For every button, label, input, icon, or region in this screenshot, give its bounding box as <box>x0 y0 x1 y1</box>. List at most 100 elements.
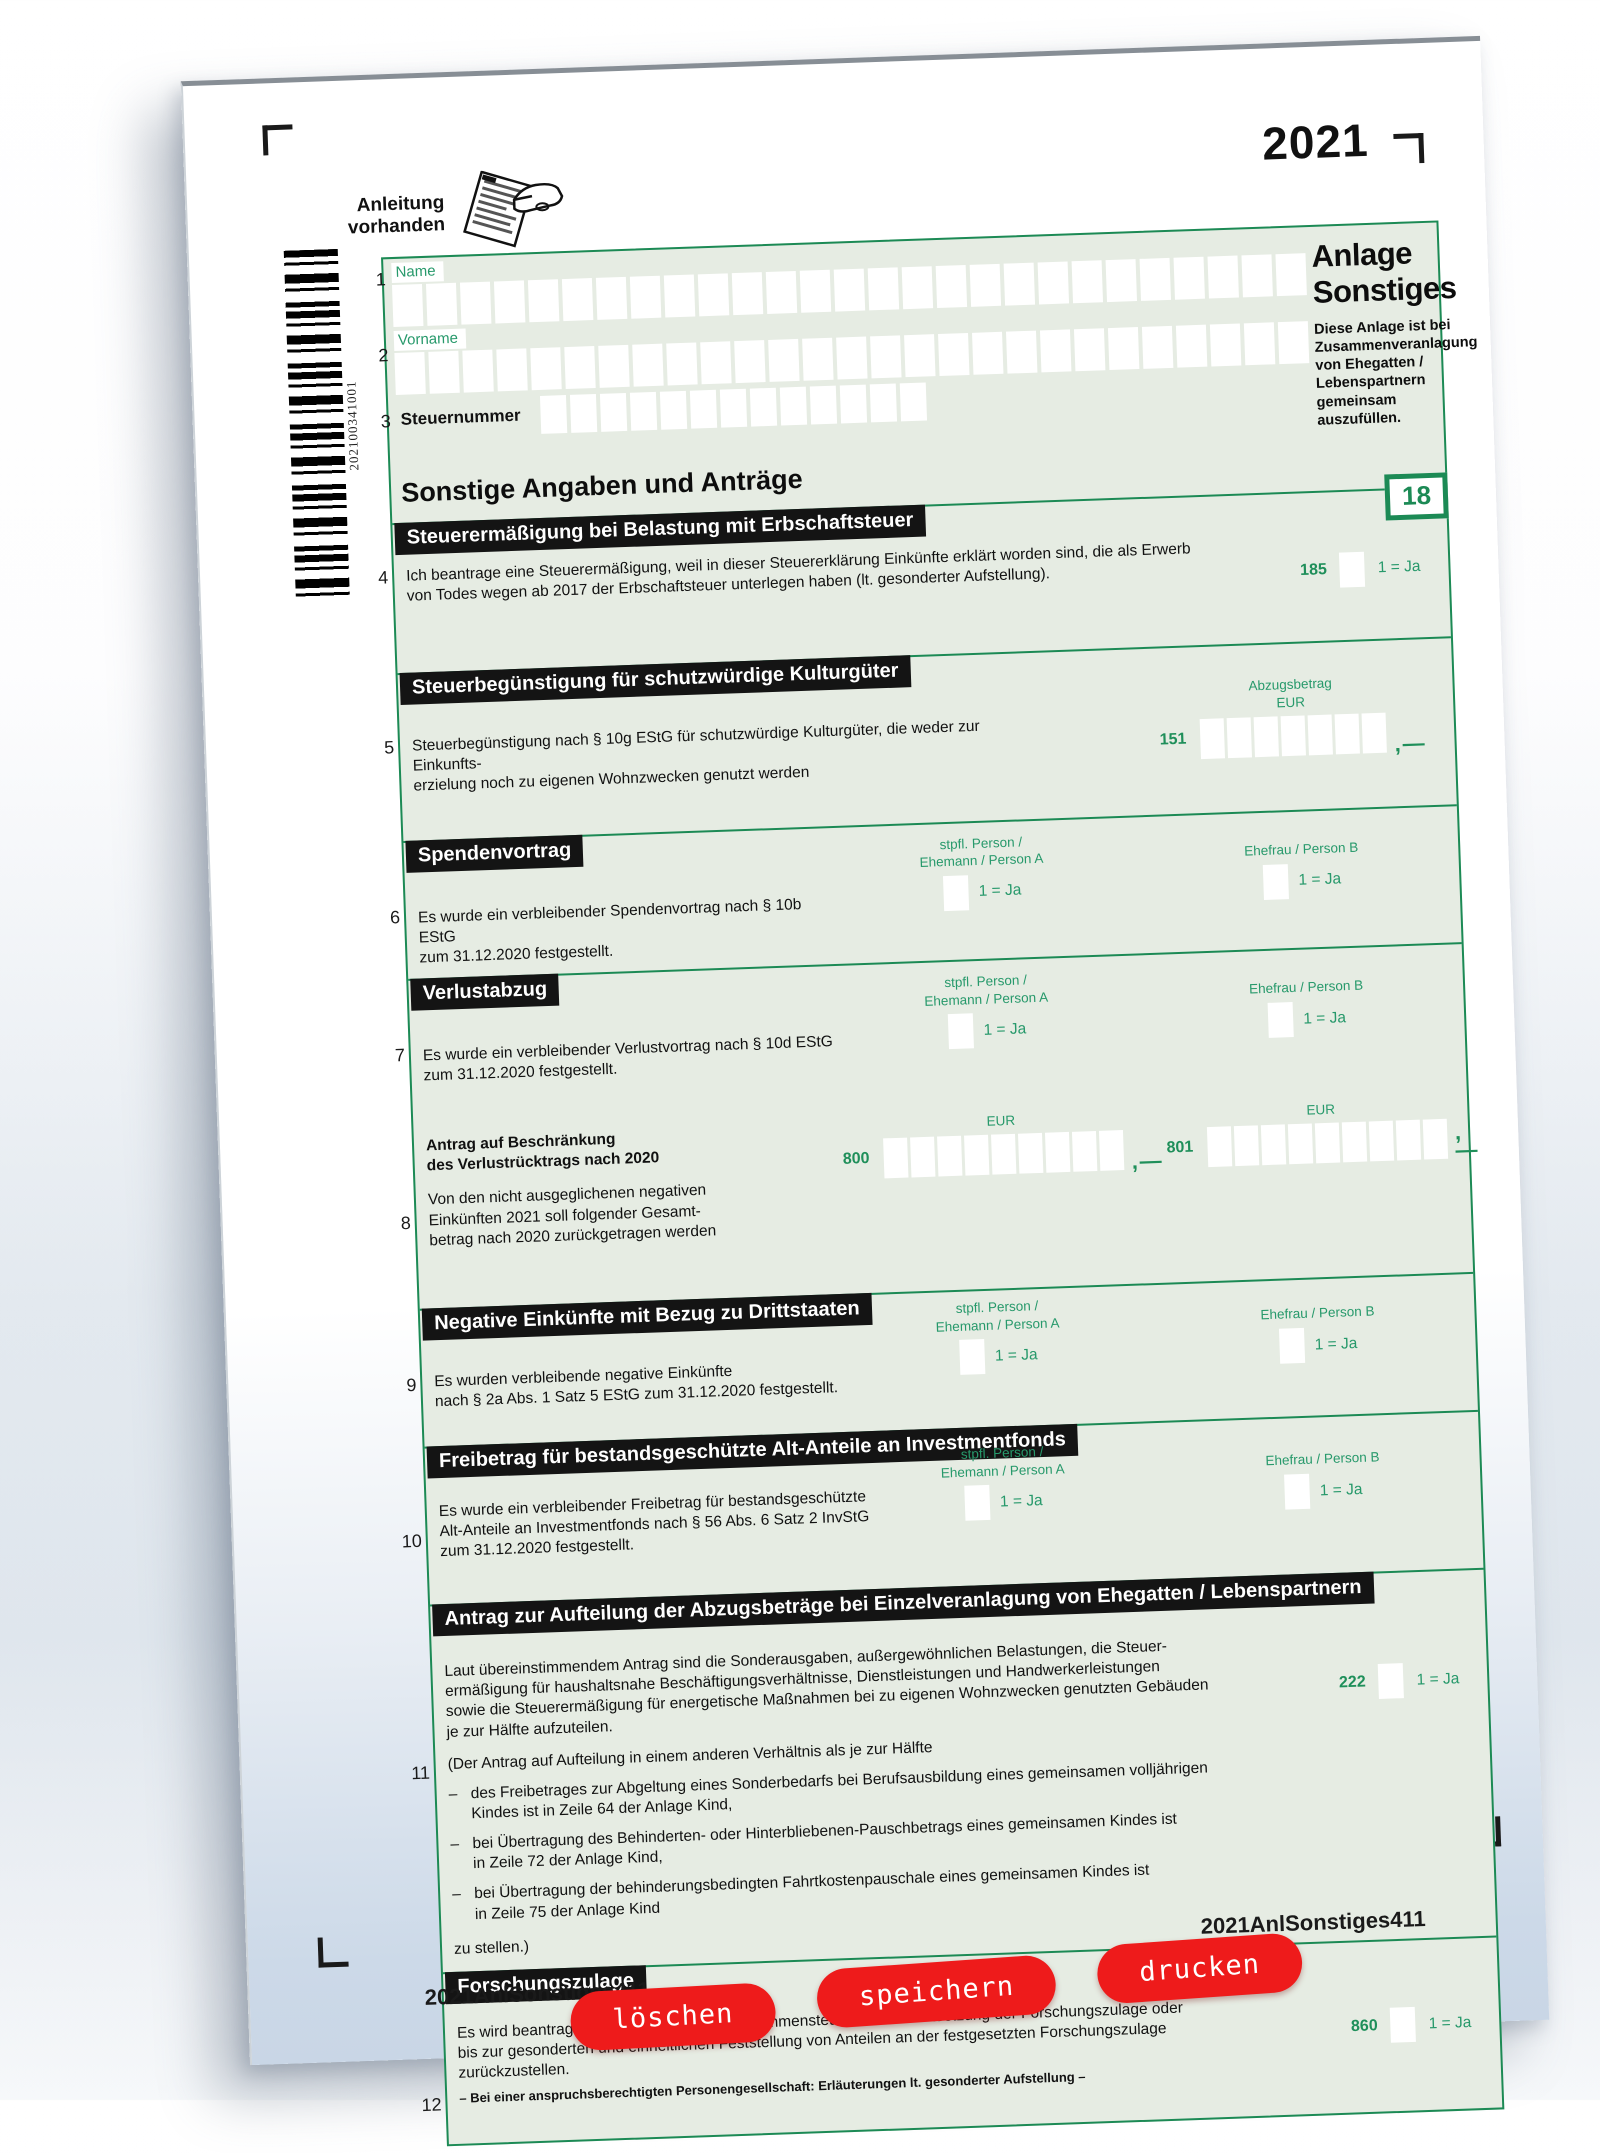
char-box[interactable] <box>1314 1122 1340 1164</box>
amount-input-boxes-151[interactable] <box>1199 712 1387 760</box>
checkbox-person-b[interactable] <box>1279 1328 1306 1364</box>
char-box[interactable] <box>1003 262 1036 306</box>
char-box[interactable] <box>1173 256 1205 300</box>
char-box[interactable] <box>1307 714 1334 756</box>
char-box[interactable] <box>802 337 834 381</box>
char-box[interactable] <box>901 266 934 310</box>
delete-button[interactable]: löschen <box>569 1981 777 2052</box>
char-box[interactable] <box>1361 712 1387 754</box>
char-box[interactable] <box>425 282 458 326</box>
char-box[interactable] <box>765 270 798 314</box>
char-box[interactable] <box>1071 1131 1098 1173</box>
char-box[interactable] <box>969 263 1002 307</box>
char-box[interactable] <box>1209 323 1242 367</box>
char-box[interactable] <box>561 278 594 322</box>
char-box[interactable] <box>839 384 868 424</box>
char-box[interactable] <box>697 273 730 317</box>
char-box[interactable] <box>462 349 494 393</box>
char-box[interactable] <box>1260 1124 1286 1166</box>
char-box[interactable] <box>1275 253 1307 297</box>
char-box[interactable] <box>1044 1132 1071 1174</box>
char-box[interactable] <box>1071 260 1104 304</box>
char-box[interactable] <box>1395 1120 1421 1161</box>
char-box[interactable] <box>1422 1119 1448 1160</box>
char-box[interactable] <box>833 268 866 312</box>
char-box[interactable] <box>663 274 696 318</box>
char-box[interactable] <box>539 395 568 434</box>
char-box[interactable] <box>1139 257 1171 301</box>
char-box[interactable] <box>1233 1125 1259 1167</box>
char-box[interactable] <box>1241 254 1273 298</box>
char-box[interactable] <box>1243 322 1276 366</box>
char-box[interactable] <box>779 386 808 426</box>
checkbox-person-b[interactable] <box>1267 1002 1294 1039</box>
char-box[interactable] <box>836 336 868 380</box>
char-box[interactable] <box>530 347 562 391</box>
char-box[interactable] <box>1175 324 1208 368</box>
char-box[interactable] <box>700 341 732 385</box>
char-box[interactable] <box>1277 321 1310 365</box>
char-box[interactable] <box>882 1137 909 1179</box>
checkbox-person-a[interactable] <box>959 1339 986 1376</box>
char-box[interactable] <box>1253 716 1280 758</box>
amount-input-boxes-801[interactable] <box>1206 1119 1448 1168</box>
char-box[interactable] <box>867 267 900 311</box>
char-box[interactable] <box>666 342 698 386</box>
char-box[interactable] <box>869 383 898 423</box>
char-box[interactable] <box>1005 330 1038 374</box>
char-box[interactable] <box>598 344 630 388</box>
char-box[interactable] <box>809 385 838 425</box>
char-box[interactable] <box>1207 255 1239 299</box>
char-box[interactable] <box>391 283 424 328</box>
print-button[interactable]: drucken <box>1095 1931 1304 2005</box>
amount-input-boxes-800[interactable] <box>882 1130 1125 1179</box>
char-box[interactable] <box>1226 717 1253 759</box>
checkbox-person-b[interactable] <box>1262 863 1290 900</box>
char-box[interactable] <box>1368 1121 1394 1162</box>
char-box[interactable] <box>938 332 970 376</box>
char-box[interactable] <box>870 335 902 379</box>
char-box[interactable] <box>1287 1123 1313 1165</box>
char-box[interactable] <box>935 265 968 309</box>
char-box[interactable] <box>749 387 778 427</box>
char-box[interactable] <box>990 1134 1017 1176</box>
char-box[interactable] <box>909 1137 936 1178</box>
char-box[interactable] <box>595 276 628 320</box>
char-box[interactable] <box>1341 1121 1367 1163</box>
char-box[interactable] <box>904 334 936 378</box>
char-box[interactable] <box>496 348 528 392</box>
checkbox-person-a[interactable] <box>947 1013 975 1050</box>
char-box[interactable] <box>1280 715 1307 757</box>
save-button[interactable]: speichern <box>814 1953 1058 2030</box>
char-box[interactable] <box>936 1136 963 1177</box>
char-box[interactable] <box>1334 713 1360 755</box>
checkbox-person-a[interactable] <box>964 1485 991 1521</box>
char-box[interactable] <box>632 343 664 387</box>
checkbox-185[interactable] <box>1339 551 1366 588</box>
char-box[interactable] <box>1098 1130 1125 1172</box>
char-box[interactable] <box>689 389 718 429</box>
checkbox-222[interactable] <box>1378 1663 1405 1700</box>
checkbox-person-a[interactable] <box>943 875 970 911</box>
char-box[interactable] <box>428 350 460 394</box>
char-box[interactable] <box>1037 261 1070 305</box>
char-box[interactable] <box>1107 327 1140 371</box>
char-box[interactable] <box>629 275 662 319</box>
char-box[interactable] <box>899 382 928 422</box>
char-box[interactable] <box>1105 259 1138 303</box>
char-box[interactable] <box>1017 1133 1044 1175</box>
char-box[interactable] <box>1141 325 1174 369</box>
char-box[interactable] <box>734 340 766 384</box>
char-box[interactable] <box>527 279 560 323</box>
char-box[interactable] <box>493 280 526 324</box>
char-box[interactable] <box>459 281 492 325</box>
char-box[interactable] <box>799 269 832 313</box>
char-box[interactable] <box>731 272 764 316</box>
char-box[interactable] <box>659 390 688 430</box>
checkbox-person-b[interactable] <box>1284 1473 1311 1510</box>
char-box[interactable] <box>719 388 748 428</box>
char-box[interactable] <box>1199 718 1226 760</box>
char-box[interactable] <box>1206 1126 1232 1168</box>
char-box[interactable] <box>1073 328 1106 372</box>
char-box[interactable] <box>1039 329 1072 373</box>
